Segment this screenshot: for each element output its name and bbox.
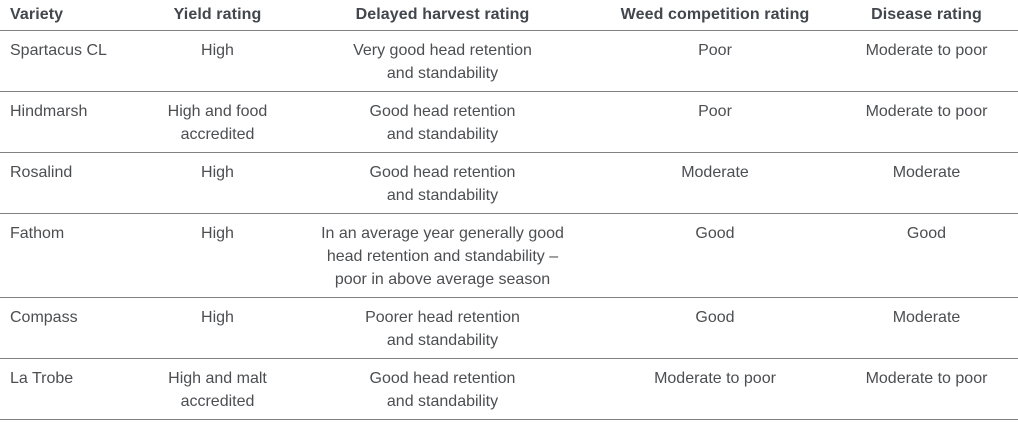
column-header-yield-rating: Yield rating bbox=[145, 0, 290, 31]
delayed-harvest-rating-cell: Good head retention and standability bbox=[290, 358, 595, 420]
disease-rating-cell: Moderate to poor bbox=[835, 358, 1018, 420]
yield-rating-cell: High bbox=[145, 213, 290, 298]
yield-rating-cell: High and malt accredited bbox=[145, 358, 290, 420]
table-row: Hindmarsh High and food accredited Good … bbox=[0, 91, 1018, 153]
disease-rating-cell: Good bbox=[835, 213, 1018, 298]
disease-rating-cell: Moderate bbox=[835, 152, 1018, 214]
variety-cell: La Trobe bbox=[0, 358, 145, 420]
column-header-delayed-harvest-rating: Delayed harvest rating bbox=[290, 0, 595, 31]
delayed-harvest-rating-cell: Good head retention and standability bbox=[290, 91, 595, 153]
weed-competition-rating-cell: Good bbox=[595, 213, 835, 298]
disease-rating-cell: Moderate to poor bbox=[835, 91, 1018, 153]
table-row: Fathom High In an average year generally… bbox=[0, 213, 1018, 298]
weed-competition-rating-cell: Moderate bbox=[595, 152, 835, 214]
delayed-harvest-rating-cell: Good head retention and standability bbox=[290, 152, 595, 214]
disease-rating-cell: Moderate bbox=[835, 297, 1018, 359]
delayed-harvest-rating-cell: In an average year generally good head r… bbox=[290, 213, 595, 298]
delayed-harvest-rating-cell: Poorer head retention and standability bbox=[290, 297, 595, 359]
table-row: Spartacus CL High Very good head retenti… bbox=[0, 30, 1018, 92]
column-header-weed-competition-rating: Weed competition rating bbox=[595, 0, 835, 31]
yield-rating-cell: High bbox=[145, 297, 290, 359]
table-header-row: Variety Yield rating Delayed harvest rat… bbox=[0, 0, 1018, 31]
variety-cell: Fathom bbox=[0, 213, 145, 298]
weed-competition-rating-cell: Poor bbox=[595, 91, 835, 153]
weed-competition-rating-cell: Poor bbox=[595, 30, 835, 92]
yield-rating-cell: High bbox=[145, 152, 290, 214]
table-row: Compass High Poorer head retention and s… bbox=[0, 297, 1018, 359]
variety-cell: Rosalind bbox=[0, 152, 145, 214]
column-header-disease-rating: Disease rating bbox=[835, 0, 1018, 31]
column-header-variety: Variety bbox=[0, 0, 145, 31]
table-row: Rosalind High Good head retention and st… bbox=[0, 152, 1018, 214]
weed-competition-rating-cell: Moderate to poor bbox=[595, 358, 835, 420]
disease-rating-cell: Moderate to poor bbox=[835, 30, 1018, 92]
variety-cell: Compass bbox=[0, 297, 145, 359]
variety-cell: Hindmarsh bbox=[0, 91, 145, 153]
table-row: La Trobe High and malt accredited Good h… bbox=[0, 358, 1018, 420]
yield-rating-cell: High and food accredited bbox=[145, 91, 290, 153]
variety-cell: Spartacus CL bbox=[0, 30, 145, 92]
delayed-harvest-rating-cell: Very good head retention and standabilit… bbox=[290, 30, 595, 92]
weed-competition-rating-cell: Good bbox=[595, 297, 835, 359]
yield-rating-cell: High bbox=[145, 30, 290, 92]
